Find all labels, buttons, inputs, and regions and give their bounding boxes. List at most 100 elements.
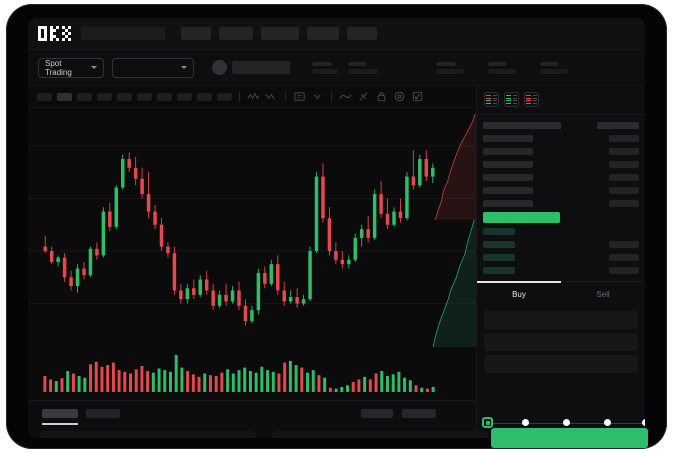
bid-amount xyxy=(609,267,639,274)
order-book-bid-row[interactable] xyxy=(483,251,639,264)
last-price-value xyxy=(483,212,560,223)
template-icon[interactable] xyxy=(293,90,306,103)
bottom-tab-open-orders[interactable] xyxy=(42,409,78,418)
timeframe-10[interactable] xyxy=(217,92,232,101)
order-book-bid-row[interactable] xyxy=(483,264,639,277)
app-screen: Spot Trading xyxy=(28,18,645,438)
stat-value xyxy=(312,68,338,74)
stat-value xyxy=(436,68,464,74)
top-navigation-bar xyxy=(28,18,645,50)
timeframe-5[interactable] xyxy=(117,92,132,101)
stepper-dot-1[interactable] xyxy=(482,417,493,428)
candlestick-chart[interactable] xyxy=(28,108,476,351)
amount-column-header xyxy=(597,122,639,129)
order-form-field-3[interactable] xyxy=(484,355,638,373)
bid-amount xyxy=(609,228,639,235)
global-search-input[interactable] xyxy=(81,27,165,40)
order-book-bid-row[interactable] xyxy=(483,225,639,238)
order-book-ask-row[interactable] xyxy=(483,145,639,158)
coin-avatar-icon xyxy=(212,60,227,75)
timeframe-4[interactable] xyxy=(97,92,112,101)
price-chart-panel[interactable] xyxy=(28,108,476,400)
timeframe-6[interactable] xyxy=(137,92,152,101)
stepper-dot-2[interactable] xyxy=(522,419,529,426)
timeframe-3[interactable] xyxy=(77,92,92,101)
order-book-ask-row[interactable] xyxy=(483,184,639,197)
primary-cta-button[interactable] xyxy=(491,428,648,448)
order-book-ask-row[interactable] xyxy=(483,171,639,184)
timeframe-1[interactable] xyxy=(37,92,52,101)
line-chart-icon[interactable] xyxy=(339,90,352,103)
compare-icon[interactable] xyxy=(265,90,278,103)
stat-value xyxy=(488,68,516,74)
onboarding-stepper xyxy=(476,410,645,438)
bid-price xyxy=(483,228,515,235)
price-column-header xyxy=(483,122,561,129)
trading-pair-select[interactable] xyxy=(112,57,194,78)
stepper-dot-4[interactable] xyxy=(604,419,611,426)
settings-icon[interactable] xyxy=(393,90,406,103)
orderbook-bids-icon[interactable] xyxy=(504,92,519,107)
ask-amount xyxy=(609,200,639,207)
bottom-tab-order-history[interactable] xyxy=(86,409,120,418)
stepper-dot-3[interactable] xyxy=(563,419,570,426)
timeframe-7[interactable] xyxy=(157,92,172,101)
ask-amount xyxy=(609,161,639,168)
stat-block-5 xyxy=(540,61,568,74)
order-form-field-2[interactable] xyxy=(484,333,638,351)
nav-item-4[interactable] xyxy=(307,27,339,40)
undo-icon[interactable] xyxy=(311,90,324,103)
market-type-dropdown[interactable]: Spot Trading xyxy=(38,57,104,78)
toolbar-divider xyxy=(239,91,240,102)
bid-price xyxy=(483,241,515,248)
ask-amount xyxy=(609,187,639,194)
fullscreen-icon[interactable] xyxy=(411,90,424,103)
stat-label xyxy=(312,61,332,66)
tab-buy[interactable]: Buy xyxy=(512,290,526,299)
bid-price xyxy=(483,254,515,261)
timeframe-8[interactable] xyxy=(177,92,192,101)
volume-histogram xyxy=(43,355,435,392)
nav-item-5[interactable] xyxy=(347,27,377,40)
tab-sell[interactable]: Sell xyxy=(596,290,610,299)
indicator-icon[interactable] xyxy=(247,90,260,103)
chevron-down-icon xyxy=(91,66,97,69)
bottom-active-tab-underline xyxy=(42,423,78,425)
stat-block-4 xyxy=(488,61,516,74)
nav-item-1[interactable] xyxy=(181,27,211,40)
bottom-action-1[interactable] xyxy=(361,409,393,418)
order-book-ask-row[interactable] xyxy=(483,158,639,171)
stat-label xyxy=(436,61,456,66)
order-form-field-1[interactable] xyxy=(484,311,638,329)
last-price-highlight[interactable] xyxy=(483,210,639,225)
bottom-action-2[interactable] xyxy=(402,409,436,418)
toolbar-divider xyxy=(285,91,286,102)
bottom-tab-bar xyxy=(28,400,488,438)
divider xyxy=(477,114,645,115)
order-book-ask-row[interactable] xyxy=(483,132,639,145)
timeframe-2[interactable] xyxy=(57,92,72,101)
bid-price xyxy=(483,267,515,274)
market-sub-header: Spot Trading xyxy=(28,50,645,86)
ask-amount xyxy=(609,174,639,181)
buy-sell-tab-group: Buy Sell xyxy=(477,281,645,307)
order-book-ask-row[interactable] xyxy=(483,197,639,210)
stat-label xyxy=(540,61,558,66)
orderbook-asks-icon[interactable] xyxy=(524,92,539,107)
okx-logo-icon[interactable] xyxy=(38,26,71,41)
order-book-bid-row[interactable] xyxy=(483,238,639,251)
stat-label xyxy=(488,61,506,66)
orderbook-both-icon[interactable] xyxy=(484,92,499,107)
timeframe-9[interactable] xyxy=(197,92,212,101)
lock-icon[interactable] xyxy=(375,90,388,103)
magnet-icon[interactable] xyxy=(357,90,370,103)
order-book-view-modes xyxy=(477,86,645,112)
stat-value xyxy=(540,68,568,74)
bottom-panel-left xyxy=(40,431,256,438)
stat-block-1 xyxy=(312,61,338,74)
nav-item-3[interactable] xyxy=(261,27,299,40)
market-type-label: Spot Trading xyxy=(45,58,72,77)
device-frame: Spot Trading xyxy=(6,4,667,449)
stepper-dot-5[interactable] xyxy=(642,419,645,426)
nav-item-2[interactable] xyxy=(219,27,253,40)
